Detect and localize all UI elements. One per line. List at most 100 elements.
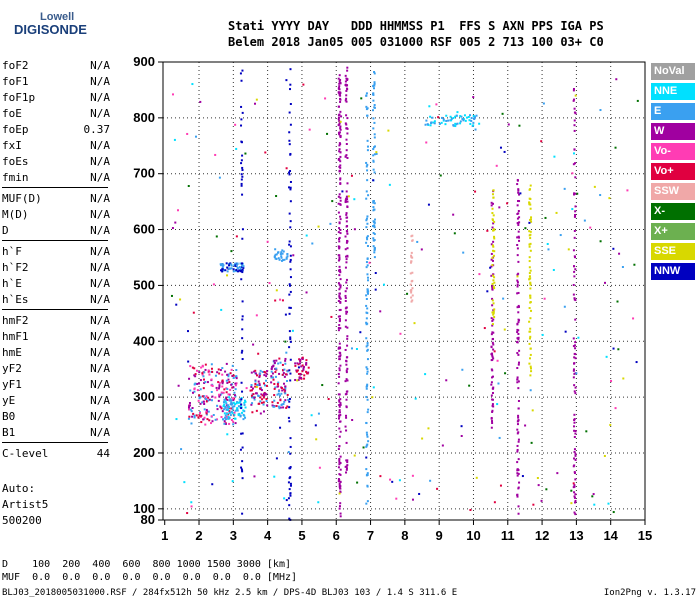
- data-point: [338, 403, 341, 406]
- data-point: [373, 121, 376, 124]
- data-point: [344, 325, 347, 328]
- data-point: [490, 258, 493, 261]
- data-point: [463, 114, 466, 117]
- data-point: [338, 484, 341, 487]
- param-name: fxI: [2, 139, 22, 152]
- data-point: [339, 91, 342, 94]
- data-point: [289, 358, 292, 361]
- data-point: [212, 283, 215, 286]
- data-point: [239, 72, 242, 75]
- data-point: [338, 169, 341, 172]
- data-point: [282, 388, 285, 391]
- data-point: [233, 405, 236, 408]
- data-point: [257, 352, 260, 355]
- data-point: [215, 386, 218, 389]
- data-point: [483, 327, 486, 330]
- data-point: [490, 383, 493, 386]
- data-point: [491, 324, 494, 327]
- data-point: [605, 355, 608, 358]
- data-point: [338, 435, 341, 438]
- data-point: [366, 235, 369, 238]
- data-point: [338, 486, 341, 489]
- data-point: [228, 264, 231, 267]
- data-point: [273, 475, 276, 478]
- data-point: [553, 155, 556, 158]
- data-point: [236, 407, 239, 410]
- data-point: [207, 410, 210, 413]
- data-point: [275, 195, 278, 198]
- data-point: [275, 289, 278, 292]
- data-point: [271, 365, 274, 368]
- data-point: [516, 292, 519, 295]
- data-point: [338, 148, 341, 151]
- data-point: [528, 362, 531, 365]
- param-separator: [2, 309, 108, 310]
- data-point: [210, 367, 213, 370]
- data-point: [366, 163, 369, 166]
- data-point: [242, 266, 245, 269]
- data-point: [528, 243, 531, 246]
- data-point: [229, 262, 232, 265]
- data-point: [281, 389, 284, 392]
- param-value: 0.37: [83, 123, 111, 136]
- data-point: [301, 370, 304, 373]
- data-point: [207, 369, 210, 372]
- data-point: [201, 372, 204, 375]
- auto-label: Auto:: [2, 482, 36, 495]
- data-point: [365, 387, 368, 390]
- data-point: [373, 133, 376, 136]
- data-point: [283, 400, 286, 403]
- data-point: [345, 281, 348, 284]
- data-point: [345, 416, 348, 419]
- data-point: [346, 156, 349, 159]
- data-point: [529, 374, 532, 377]
- data-point: [344, 122, 347, 125]
- data-point: [372, 92, 375, 95]
- data-point: [490, 345, 493, 348]
- data-point: [612, 347, 615, 350]
- x-tick-label: 14: [603, 528, 618, 543]
- data-point: [344, 299, 347, 302]
- data-point: [220, 308, 223, 311]
- data-point: [382, 283, 385, 286]
- data-point: [365, 266, 368, 269]
- file-info: BLJ03_2018005031000.RSF / 284fx512h 50 k…: [2, 588, 458, 598]
- data-point: [205, 395, 208, 398]
- data-point: [305, 359, 308, 362]
- data-point: [445, 119, 448, 122]
- data-point: [492, 387, 495, 390]
- data-point: [492, 343, 495, 346]
- data-point: [373, 233, 376, 236]
- data-point: [235, 382, 238, 385]
- data-point: [574, 513, 577, 516]
- data-point: [373, 82, 376, 85]
- data-point: [502, 297, 505, 300]
- data-point: [345, 467, 348, 470]
- legend-item: W: [651, 123, 695, 140]
- data-point: [261, 398, 264, 401]
- data-point: [284, 340, 287, 343]
- data-point: [201, 395, 204, 398]
- data-point: [346, 66, 349, 69]
- data-point: [345, 138, 348, 141]
- data-point: [438, 122, 441, 125]
- data-point: [365, 92, 368, 95]
- data-point: [338, 473, 341, 476]
- data-point: [567, 248, 570, 251]
- param-separator: [2, 240, 108, 241]
- data-point: [373, 81, 376, 84]
- data-point: [222, 405, 225, 408]
- data-point: [229, 403, 232, 406]
- data-point: [492, 285, 495, 288]
- data-point: [275, 457, 278, 460]
- data-point: [573, 152, 576, 155]
- data-point: [244, 416, 247, 419]
- data-point: [255, 409, 258, 412]
- data-point: [180, 448, 183, 451]
- data-point: [574, 318, 577, 321]
- data-point: [615, 78, 618, 81]
- data-point: [231, 406, 234, 409]
- data-point: [253, 396, 256, 399]
- data-point: [227, 375, 230, 378]
- data-point: [616, 300, 619, 303]
